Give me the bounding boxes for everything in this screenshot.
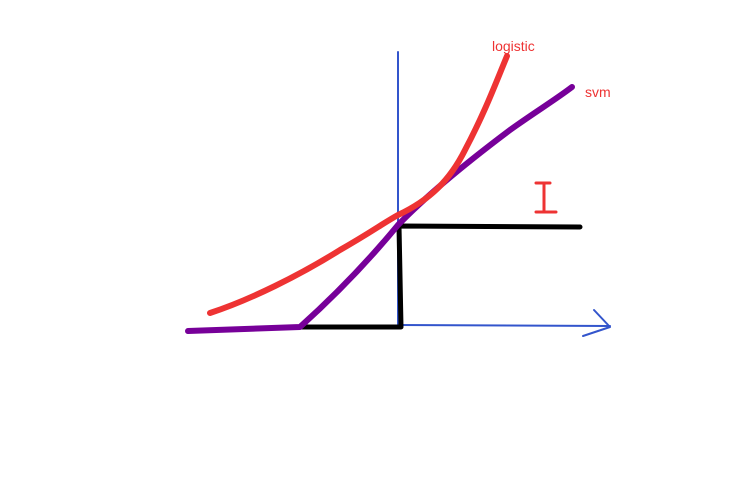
svm-label: svm	[585, 84, 611, 100]
step-curve	[297, 223, 583, 330]
logistic-label: logistic	[492, 38, 535, 54]
x-axis-line	[397, 324, 611, 327]
text-cursor-icon	[534, 181, 558, 214]
x-axis-arrowhead	[582, 309, 611, 337]
logistic-curve	[207, 53, 510, 316]
